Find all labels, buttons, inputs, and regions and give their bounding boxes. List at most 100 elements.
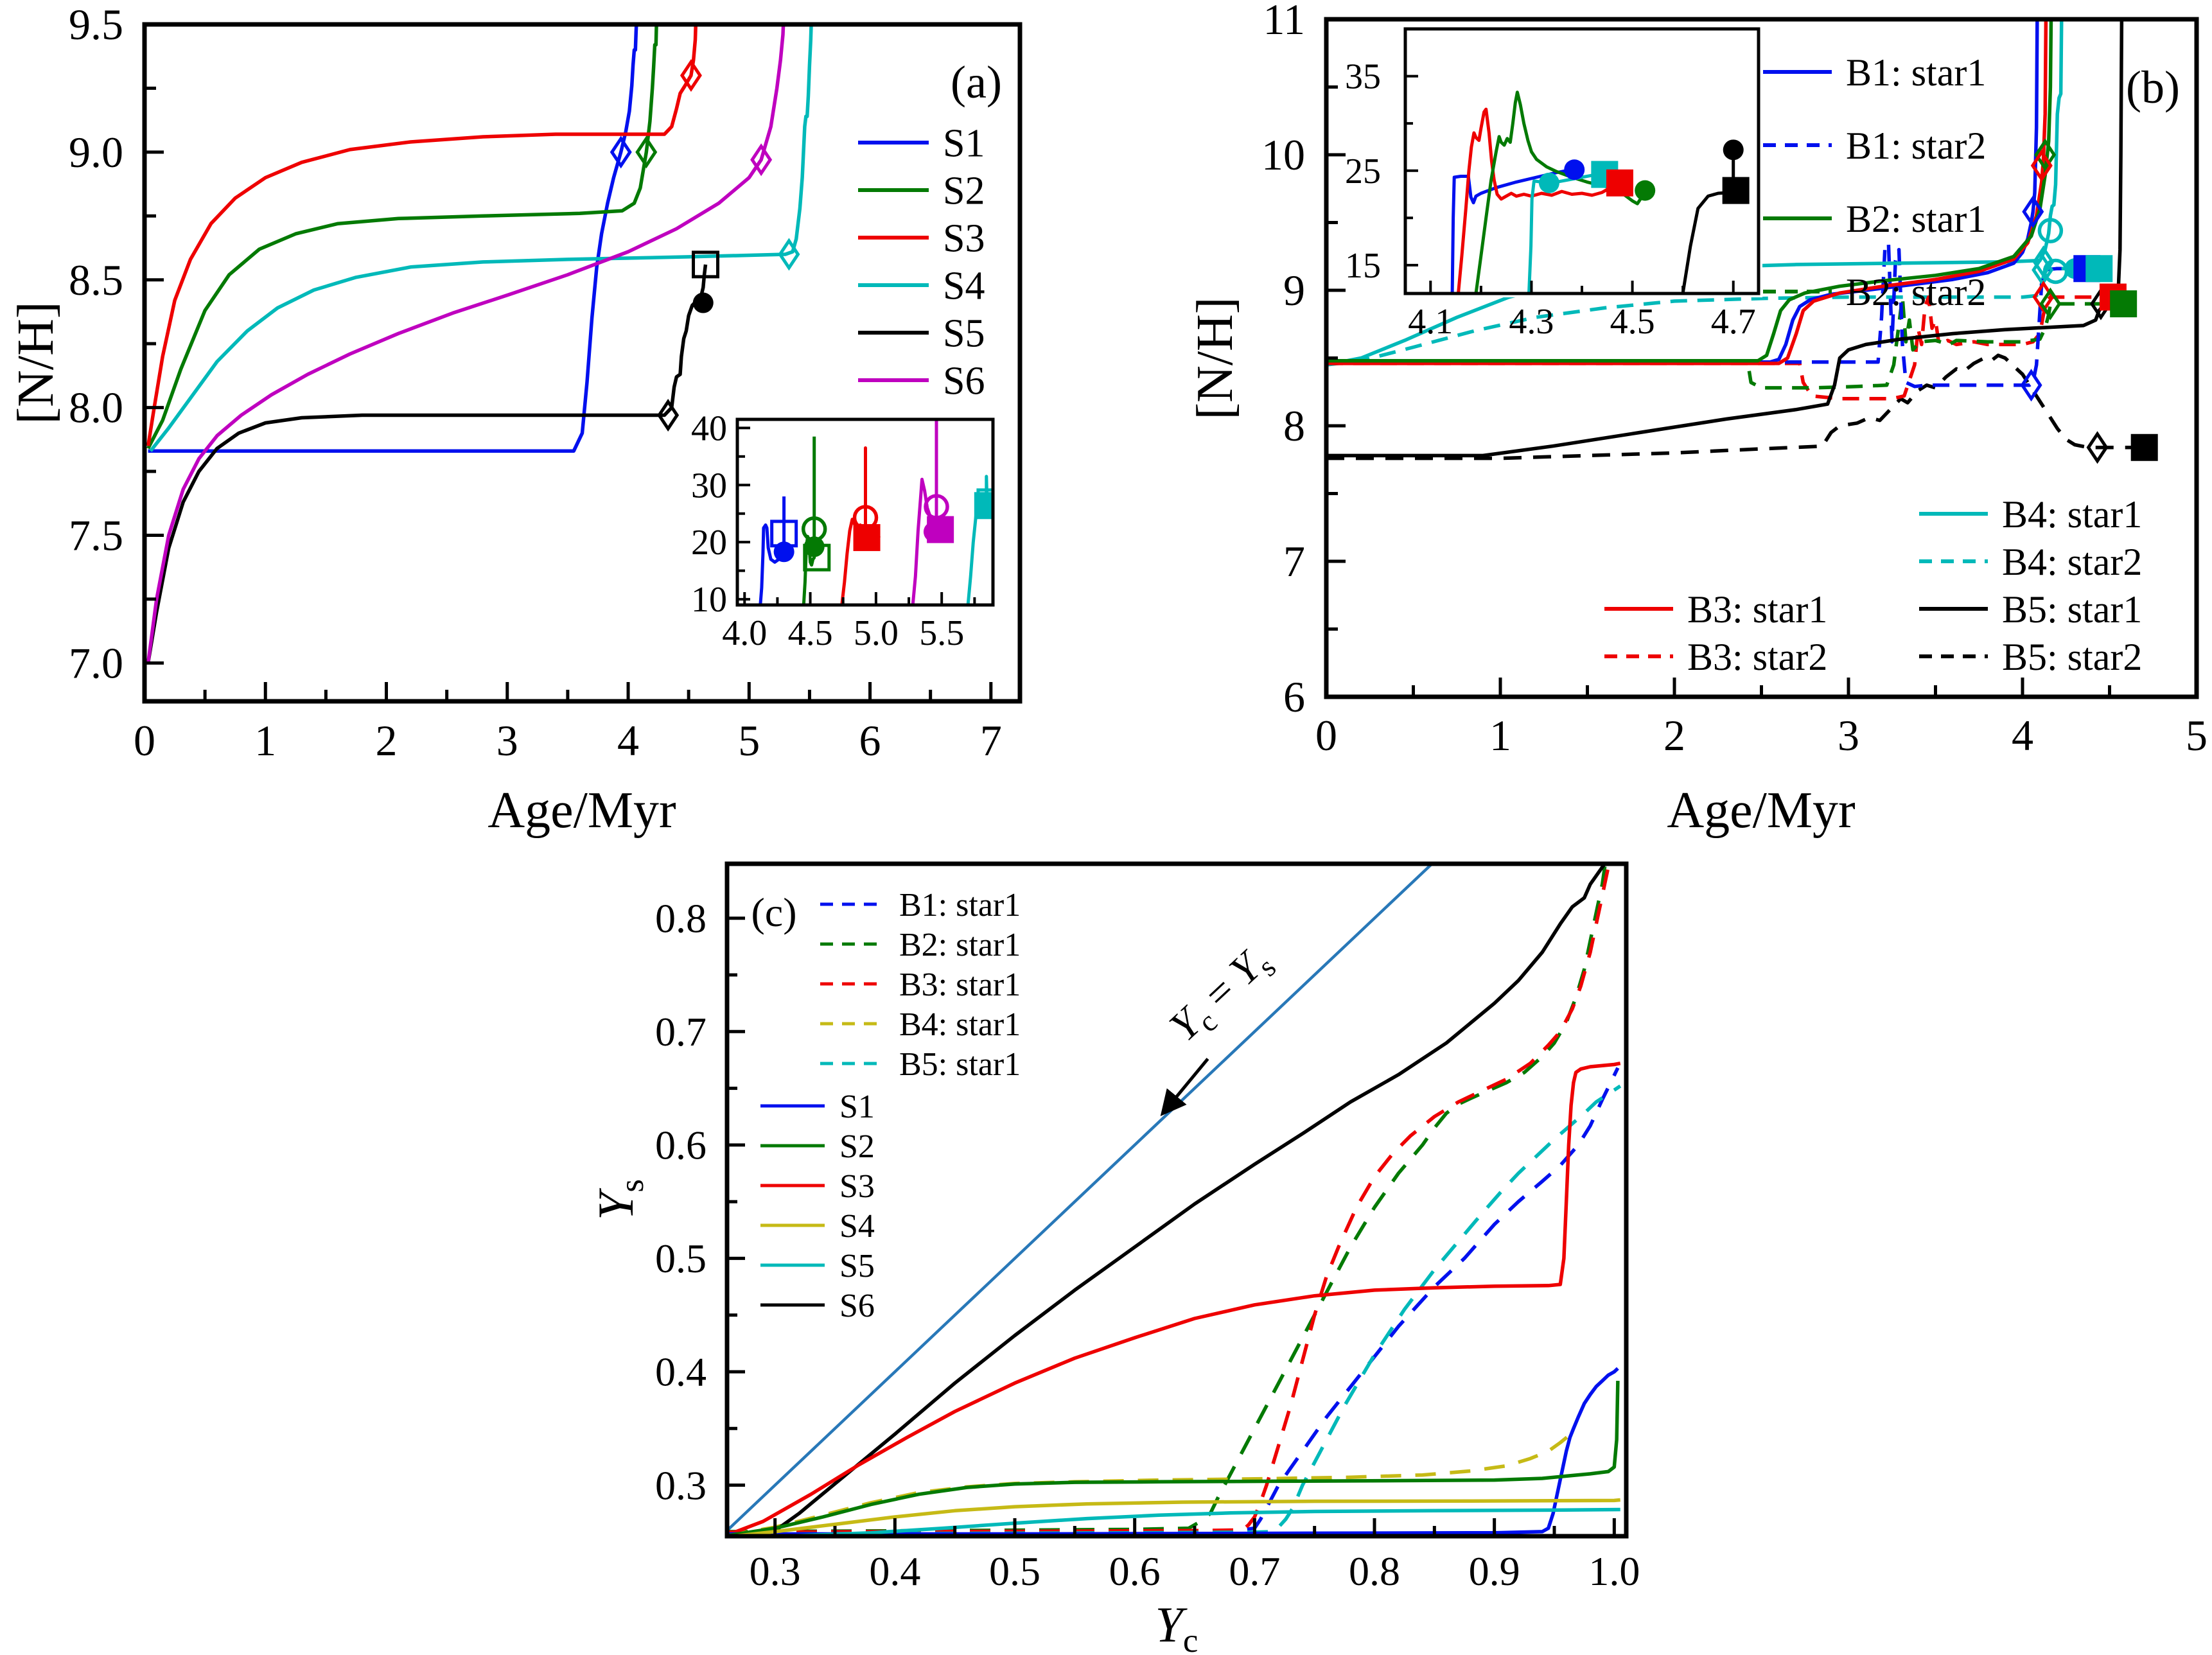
y-tick-label: 0.7 bbox=[655, 1009, 707, 1055]
legend-label: B4: star2 bbox=[2002, 541, 2142, 583]
x-tick-label: 2 bbox=[376, 716, 398, 765]
legend-label: B1: star2 bbox=[1846, 125, 1986, 167]
legend-label: B1: star1 bbox=[1846, 51, 1986, 94]
legend-label: B5: star2 bbox=[2002, 636, 2142, 678]
x-tick-label: 4 bbox=[617, 716, 639, 765]
x-tick-label: 2 bbox=[1663, 711, 1685, 760]
series-S6-c bbox=[768, 864, 1608, 1536]
legend-label: B5: star1 bbox=[2002, 588, 2142, 631]
y-tick-label: 10 bbox=[691, 580, 727, 620]
y-axis-title: [N/H] bbox=[1187, 297, 1243, 419]
marker-square-fill-cyan bbox=[2085, 255, 2113, 283]
x-tick-label: 4.1 bbox=[1408, 302, 1453, 342]
series-S1-c bbox=[727, 1367, 1619, 1536]
y-tick-label: 7 bbox=[1283, 537, 1305, 586]
legend-label: S5 bbox=[943, 312, 985, 356]
x-tick-label: 4.5 bbox=[788, 613, 833, 653]
x-tick-label: 0.8 bbox=[1349, 1548, 1400, 1594]
marker-square-fill-black bbox=[2130, 433, 2158, 461]
marker-square-open-black bbox=[692, 250, 720, 279]
series-B1-star1 bbox=[1326, 19, 2039, 364]
x-tick-label: 0.7 bbox=[1229, 1548, 1280, 1594]
legend-label: B4: star1 bbox=[899, 1006, 1021, 1043]
y-tick-label: 10 bbox=[1261, 130, 1305, 179]
x-tick-label: 6 bbox=[859, 716, 881, 765]
legend-label: S2 bbox=[943, 170, 985, 213]
x-tick-label: 4 bbox=[2012, 711, 2033, 760]
marker-diamond-open-black bbox=[657, 399, 680, 432]
series-S3 bbox=[146, 24, 698, 446]
axes-frame bbox=[142, 22, 1023, 704]
series-S4 bbox=[149, 24, 813, 452]
y-tick-label: 15 bbox=[1345, 246, 1381, 286]
y-tick-label: 0.8 bbox=[655, 896, 707, 941]
marker-diamond-open-green bbox=[2034, 138, 2057, 171]
marker-diamond-open-red bbox=[2030, 149, 2053, 182]
x-tick-label: 7 bbox=[980, 716, 1002, 765]
marker-diamond-open-blue bbox=[610, 136, 632, 169]
y-tick-label: 35 bbox=[1345, 57, 1381, 97]
axes-frame bbox=[735, 417, 995, 607]
x-tick-label: 0.4 bbox=[869, 1548, 920, 1594]
x-tick-label: 4.7 bbox=[1711, 302, 1756, 342]
x-tick-label: 0 bbox=[1315, 711, 1337, 760]
y-tick-label: 9.5 bbox=[69, 0, 123, 49]
legend-label: B5: star1 bbox=[899, 1046, 1021, 1083]
marker-circle-fill-blue bbox=[1564, 159, 1585, 180]
panel-bi: 4.1 4.3 4.5 4.7 15 25 35 bbox=[1345, 25, 1762, 342]
series-B4-star1 bbox=[1326, 19, 2064, 367]
panel-c: 0.3 0.4 0.5 0.6 0.7 0.8 0.9 1.0 0.3 0.4 0.5 0.6 0.7 0… bbox=[588, 861, 1640, 1655]
marker-circle-fill-blue bbox=[773, 541, 794, 563]
marker-circle-fill-black bbox=[692, 292, 714, 313]
x-axis-title: Age/Myr bbox=[487, 782, 676, 839]
x-tick-label: 5.5 bbox=[919, 613, 964, 653]
y-tick-label: 20 bbox=[691, 523, 727, 563]
marker-diamond-open-red bbox=[680, 59, 702, 92]
legend-label: S6 bbox=[839, 1288, 875, 1324]
legend-label: B3: star1 bbox=[899, 967, 1021, 1003]
x-tick-label: 0.3 bbox=[750, 1548, 801, 1594]
y-tick-label: 0.5 bbox=[655, 1236, 707, 1281]
y-tick-label: 0.6 bbox=[655, 1123, 707, 1168]
marker-square-fill-black bbox=[1722, 177, 1750, 204]
series-B1-inset bbox=[1450, 168, 1572, 293]
x-tick-label: 3 bbox=[496, 716, 518, 765]
x-axis-title: Yc bbox=[1155, 1597, 1198, 1655]
legend-label: B4: star1 bbox=[2002, 493, 2142, 536]
series-S1 bbox=[148, 24, 638, 453]
legend-label: S1 bbox=[839, 1089, 875, 1125]
series-S4-c bbox=[727, 1498, 1620, 1536]
marker-diamond-open-magenta bbox=[750, 143, 773, 177]
x-tick-label: 4.5 bbox=[1610, 302, 1655, 342]
y-tick-label: 8.5 bbox=[69, 256, 123, 304]
series-S5-c bbox=[727, 1507, 1620, 1536]
annotation-arrow bbox=[1160, 1058, 1209, 1117]
inset-background bbox=[1401, 25, 1762, 297]
y-tick-label: 25 bbox=[1345, 152, 1381, 191]
x-tick-label: 5.0 bbox=[854, 613, 899, 653]
series-S3-c bbox=[727, 1061, 1621, 1536]
y-tick-label: 8.0 bbox=[69, 383, 123, 432]
x-tick-label: 1 bbox=[1489, 711, 1511, 760]
panel-a: 0 1 2 3 4 5 6 7 7.0 7.5 8.0 8.5 9.0 9.5 Age/Myr [N/H] (a… bbox=[8, 0, 1023, 839]
legend-label: B1: star1 bbox=[899, 887, 1021, 924]
panel-tag-c: (c) bbox=[751, 889, 796, 935]
marker-diamond-open-black bbox=[2086, 431, 2109, 464]
series-S2-c bbox=[727, 1381, 1620, 1536]
legend-label: B2: star2 bbox=[1846, 271, 1986, 313]
series-B3-star2 bbox=[1326, 295, 2110, 401]
y-tick-label: 8 bbox=[1283, 401, 1305, 450]
panel-tag-a: (a) bbox=[951, 57, 1002, 108]
series-B3-star1-c bbox=[727, 864, 1611, 1534]
y-axis-title: Ys bbox=[588, 1179, 651, 1220]
y-tick-label: 9 bbox=[1283, 266, 1305, 315]
marker-circle-fill-cyan bbox=[1538, 172, 1559, 193]
y-tick-label: 30 bbox=[691, 466, 727, 505]
series-B3-star1 bbox=[1326, 19, 2048, 365]
x-tick-label: 4.3 bbox=[1509, 302, 1554, 342]
y-tick-label: 40 bbox=[691, 408, 727, 448]
y-tick-label: 7.0 bbox=[69, 638, 123, 687]
marker-diamond-open-blue bbox=[2020, 369, 2042, 402]
x-tick-label: 1.0 bbox=[1588, 1548, 1640, 1594]
